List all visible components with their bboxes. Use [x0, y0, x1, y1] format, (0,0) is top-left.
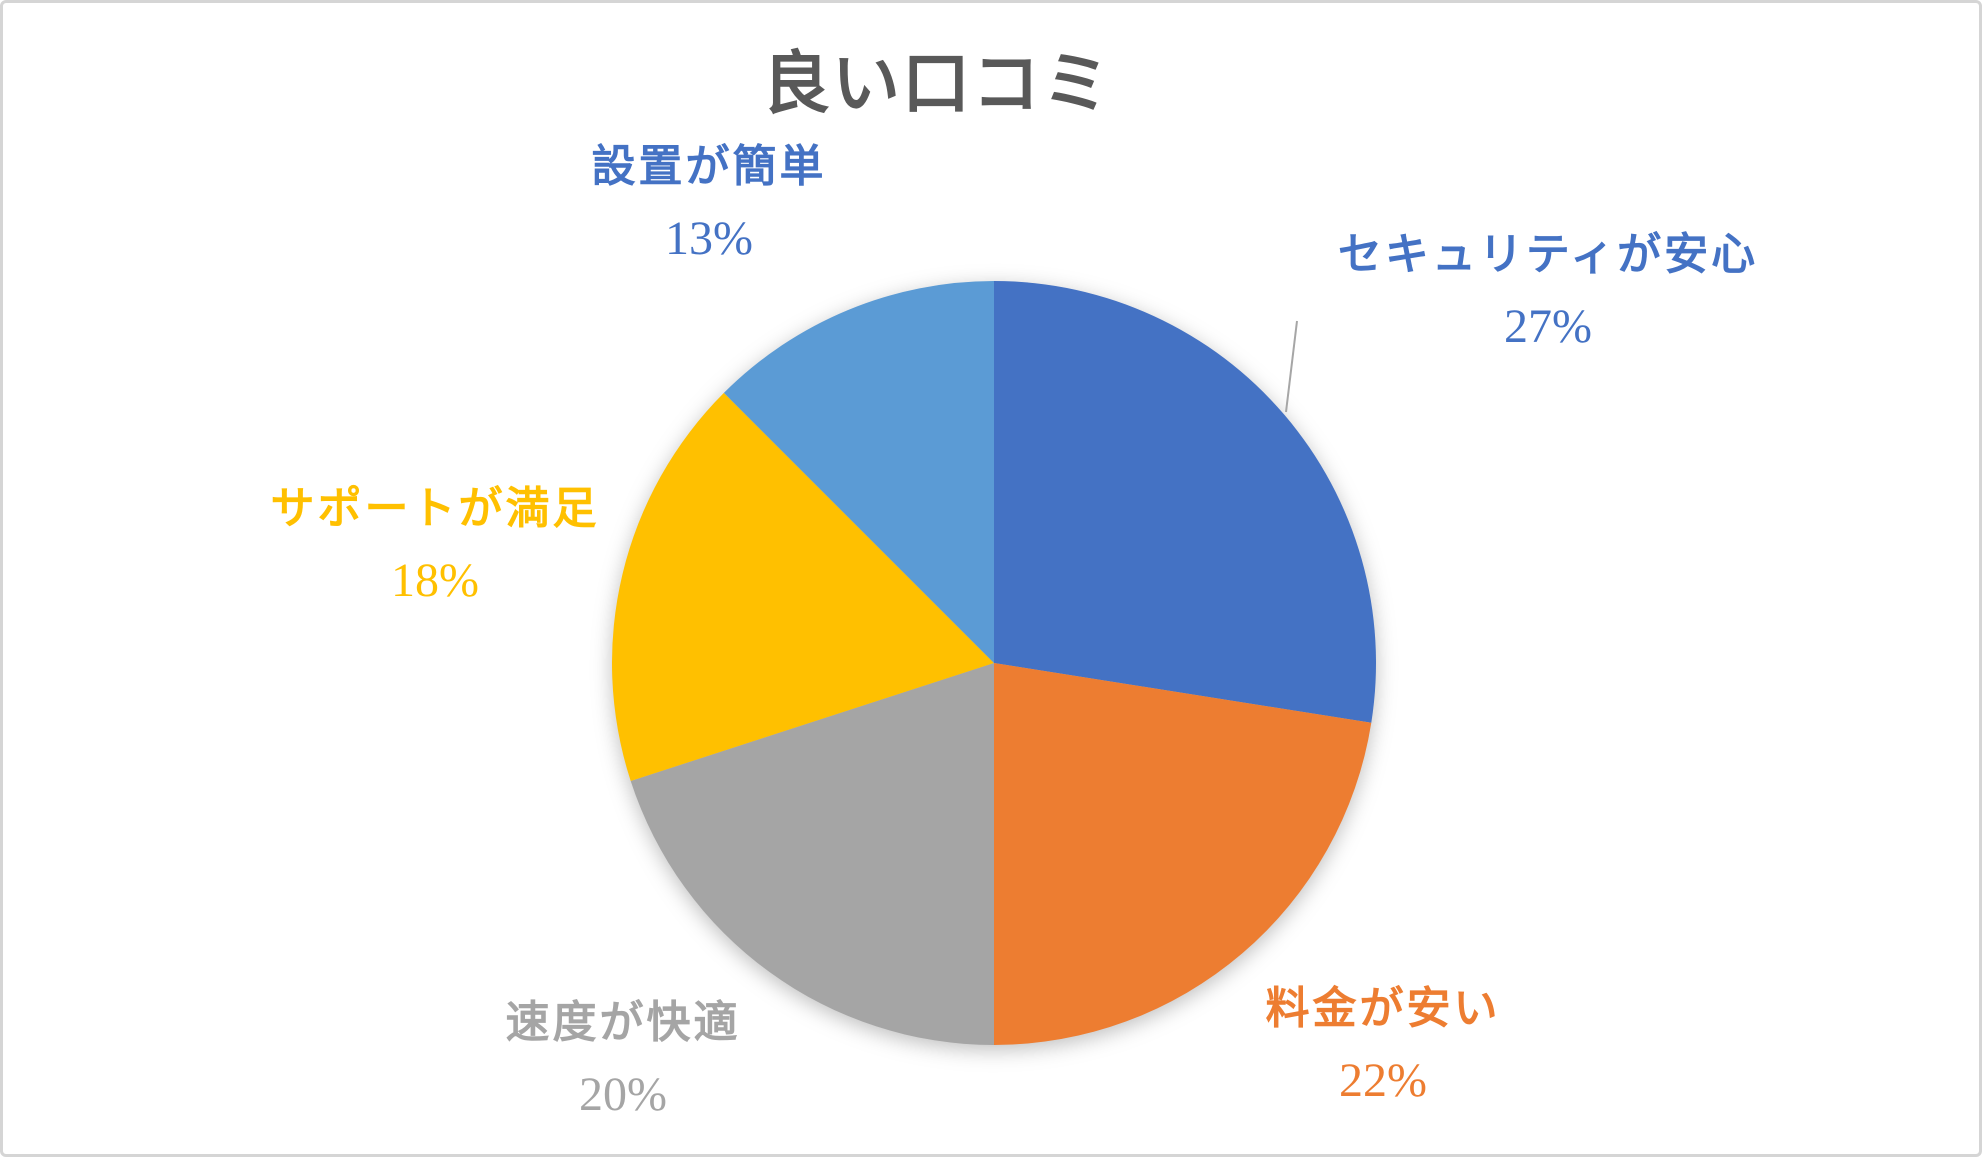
- slice-label-speed-pct: 20%: [579, 1068, 667, 1121]
- slice-label-support-name: サポートが満足: [270, 484, 600, 533]
- slice-label-speed-name: 速度が快適: [505, 998, 741, 1047]
- slice-label-install-pct: 13%: [665, 212, 753, 265]
- slice-label-speed: 速度が快適 20%: [506, 1001, 741, 1119]
- slice-label-install-name: 設置が簡単: [591, 142, 827, 191]
- slice-label-security-pct: 27%: [1504, 300, 1592, 353]
- pie-slice-2: [630, 663, 994, 1045]
- slice-label-price-pct: 22%: [1339, 1054, 1427, 1107]
- slice-label-install: 設置が簡単 13%: [592, 145, 827, 263]
- slice-label-security-name: セキュリティが安心: [1337, 230, 1759, 279]
- slice-label-security: セキュリティが安心 27%: [1338, 233, 1758, 351]
- pie-chart: [612, 281, 1377, 1045]
- pie-slice-1: [994, 663, 1372, 1045]
- pie-slice-0: [994, 281, 1377, 723]
- slice-label-support-pct: 18%: [391, 554, 479, 607]
- pie-slice-4: [723, 281, 994, 663]
- pie-slices-group: [612, 281, 1377, 1045]
- leader-line-security: [1285, 320, 1298, 413]
- slice-label-price-name: 料金が安い: [1265, 984, 1501, 1033]
- slice-label-support: サポートが満足 18%: [271, 487, 600, 605]
- chart-title: 良い口コミ: [761, 46, 1113, 122]
- pie-slice-3: [612, 392, 994, 782]
- slice-label-price: 料金が安い 22%: [1266, 987, 1501, 1105]
